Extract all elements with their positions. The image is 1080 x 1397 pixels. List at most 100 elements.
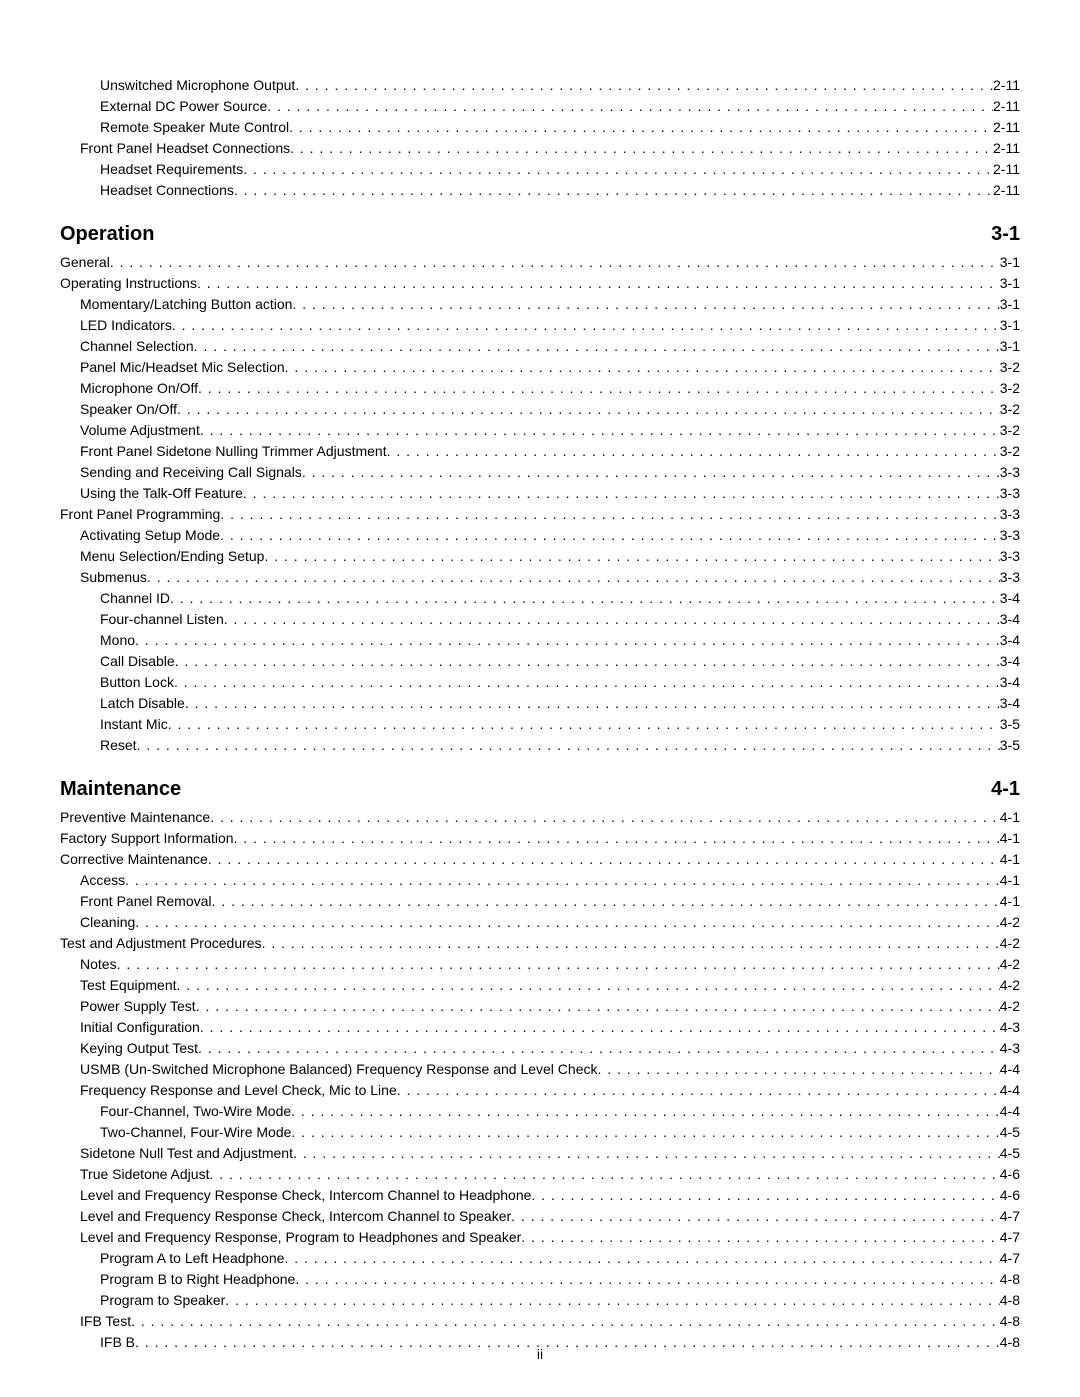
- toc-entry-page: 4-2: [1000, 933, 1020, 954]
- toc-entry-label: USMB (Un-Switched Microphone Balanced) F…: [80, 1059, 597, 1080]
- toc-leader-dots: [295, 75, 993, 96]
- toc-entry-label: True Sidetone Adjust: [80, 1164, 209, 1185]
- page-number: ii: [0, 1346, 1080, 1362]
- toc-entry: Sidetone Null Test and Adjustment4-5: [60, 1143, 1020, 1164]
- toc-entry-label: Button Lock: [100, 672, 174, 693]
- section-title: Maintenance: [60, 778, 181, 801]
- toc-entry-label: Mono: [100, 630, 135, 651]
- toc-entry-label: Using the Talk-Off Feature: [80, 483, 243, 504]
- toc-leader-dots: [197, 273, 1000, 294]
- toc-entry-page: 2-11: [993, 96, 1020, 117]
- toc-entry-page: 4-6: [1000, 1164, 1020, 1185]
- toc-entry-page: 3-3: [1000, 546, 1020, 567]
- toc-entry: Front Panel Sidetone Nulling Trimmer Adj…: [60, 441, 1020, 462]
- toc-entry: Panel Mic/Headset Mic Selection3-2: [60, 357, 1020, 378]
- toc-entry-page: 2-11: [993, 159, 1020, 180]
- toc-entry-page: 3-2: [1000, 420, 1020, 441]
- toc-entry-page: 3-4: [1000, 651, 1020, 672]
- toc-entry-label: Sending and Receiving Call Signals: [80, 462, 302, 483]
- toc-entry-page: 3-2: [1000, 378, 1020, 399]
- section-header: Maintenance 4-1: [60, 778, 1020, 801]
- toc-entry-page: 4-5: [1000, 1143, 1020, 1164]
- section-page: 4-1: [991, 778, 1020, 801]
- toc-entry-label: Unswitched Microphone Output: [100, 75, 295, 96]
- toc-entry-page: 2-11: [993, 75, 1020, 96]
- toc-leader-dots: [198, 1038, 1000, 1059]
- toc-leader-dots: [220, 525, 1000, 546]
- toc-entry-label: IFB Test: [80, 1311, 131, 1332]
- toc-entry-label: Program B to Right Headphone: [100, 1269, 295, 1290]
- toc-leader-dots: [198, 378, 1000, 399]
- toc-entry-label: Panel Mic/Headset Mic Selection: [80, 357, 285, 378]
- toc-entry: Level and Frequency Response, Program to…: [60, 1227, 1020, 1248]
- toc-entry: USMB (Un-Switched Microphone Balanced) F…: [60, 1059, 1020, 1080]
- toc-entry: Factory Support Information4-1: [60, 828, 1020, 849]
- toc-leader-dots: [131, 1311, 1000, 1332]
- toc-entry-page: 3-5: [1000, 735, 1020, 756]
- toc-entry-label: Notes: [80, 954, 117, 975]
- toc-entry: Reset 3-5: [60, 735, 1020, 756]
- toc-entry-page: 4-1: [1000, 807, 1020, 828]
- toc-entry-label: Operating Instructions: [60, 273, 197, 294]
- toc-entry-page: 2-11: [993, 180, 1020, 201]
- toc-entry-page: 3-2: [1000, 399, 1020, 420]
- section-page: 3-1: [991, 223, 1020, 246]
- toc-entry-label: Frequency Response and Level Check, Mic …: [80, 1080, 397, 1101]
- toc-entry-label: Volume Adjustment: [80, 420, 200, 441]
- toc-entry-page: 4-1: [1000, 870, 1020, 891]
- toc-leader-dots: [209, 1164, 999, 1185]
- toc-entry: Program B to Right Headphone4-8: [60, 1269, 1020, 1290]
- toc-leader-dots: [196, 996, 1000, 1017]
- toc-entry-label: Program A to Left Headphone: [100, 1248, 284, 1269]
- toc-entry-label: Front Panel Removal: [80, 891, 212, 912]
- toc-leader-dots: [117, 954, 1000, 975]
- toc-entry-page: 2-11: [993, 117, 1020, 138]
- toc-leader-dots: [243, 159, 993, 180]
- toc-entry-label: Level and Frequency Response Check, Inte…: [80, 1206, 511, 1227]
- toc-entry-label: Keying Output Test: [80, 1038, 198, 1059]
- toc-entry-page: 4-5: [1000, 1122, 1020, 1143]
- toc-entry-label: Reset: [100, 735, 137, 756]
- toc-entry: Speaker On/Off3-2: [60, 399, 1020, 420]
- toc-entry-page: 4-3: [1000, 1017, 1020, 1038]
- toc-entry-label: Call Disable: [100, 651, 175, 672]
- toc-entry: Four-Channel, Two-Wire Mode4-4: [60, 1101, 1020, 1122]
- toc-entry: Access4-1: [60, 870, 1020, 891]
- toc-entry-label: LED Indicators: [80, 315, 172, 336]
- toc-entry: Corrective Maintenance4-1: [60, 849, 1020, 870]
- toc-leader-dots: [168, 714, 1000, 735]
- toc-entry-page: 3-3: [1000, 483, 1020, 504]
- toc-entry-label: Channel Selection: [80, 336, 194, 357]
- section-header: Operation3-1: [60, 223, 1020, 246]
- toc-entry: Initial Configuration 4-3: [60, 1017, 1020, 1038]
- toc-entry-label: Channel ID: [100, 588, 170, 609]
- toc-entry-label: Cleaning: [80, 912, 135, 933]
- toc-entry: Sending and Receiving Call Signals3-3: [60, 462, 1020, 483]
- toc-entry: Button Lock3-4: [60, 672, 1020, 693]
- toc-leader-dots: [295, 1269, 999, 1290]
- toc-leader-dots: [174, 672, 1000, 693]
- toc-leader-dots: [185, 693, 1000, 714]
- toc-entry: Notes4-2: [60, 954, 1020, 975]
- toc-entry-page: 3-1: [1000, 336, 1020, 357]
- toc-leader-dots: [177, 975, 1000, 996]
- toc-entry-label: Remote Speaker Mute Control: [100, 117, 289, 138]
- toc-entry: Test Equipment4-2: [60, 975, 1020, 996]
- toc-leader-dots: [387, 441, 1000, 462]
- toc-entry-label: Momentary/Latching Button action: [80, 294, 292, 315]
- toc-leader-dots: [224, 609, 1000, 630]
- toc-entry: Keying Output Test 4-3: [60, 1038, 1020, 1059]
- toc-leader-dots: [291, 1122, 999, 1143]
- toc-entry: IFB Test4-8: [60, 1311, 1020, 1332]
- toc-entry: Front Panel Programming3-3: [60, 504, 1020, 525]
- toc-entry: Frequency Response and Level Check, Mic …: [60, 1080, 1020, 1101]
- toc-leader-dots: [210, 807, 1000, 828]
- toc-leader-dots: [285, 357, 1000, 378]
- toc-leader-dots: [597, 1059, 999, 1080]
- toc-entry-label: Initial Configuration: [80, 1017, 200, 1038]
- toc-entry-page: 3-4: [1000, 609, 1020, 630]
- toc-entry-page: 4-3: [1000, 1038, 1020, 1059]
- toc-leader-dots: [243, 483, 1000, 504]
- toc-entry-page: 3-1: [1000, 273, 1020, 294]
- toc-entry: Microphone On/Off3-2: [60, 378, 1020, 399]
